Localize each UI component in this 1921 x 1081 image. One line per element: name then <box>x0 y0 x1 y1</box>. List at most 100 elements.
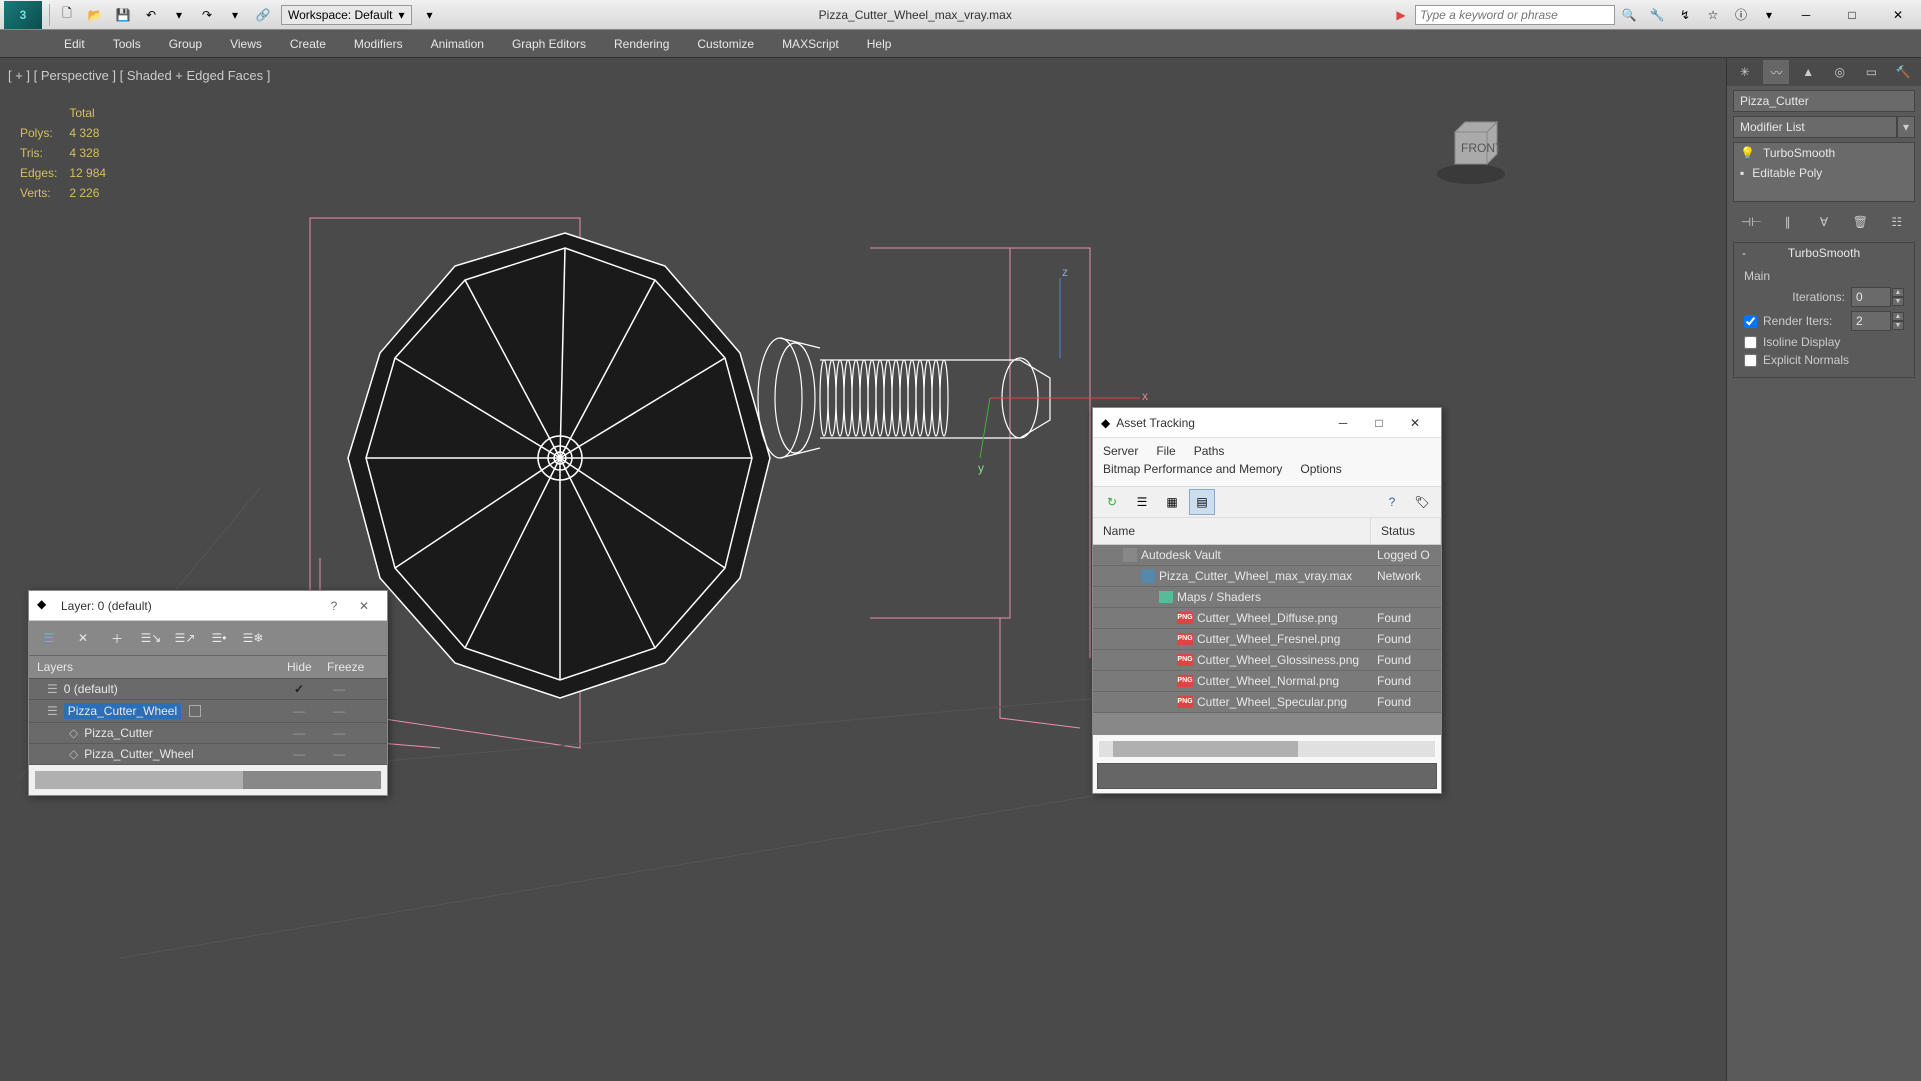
col-freeze[interactable]: Freeze <box>319 656 369 678</box>
maximize-button[interactable]: □ <box>1829 0 1875 30</box>
rollout-header[interactable]: TurboSmooth <box>1734 243 1914 263</box>
link-icon[interactable]: 🔗 <box>250 2 276 28</box>
menu-create[interactable]: Create <box>276 33 340 55</box>
explicit-checkbox[interactable] <box>1744 354 1757 367</box>
freeze-toggle[interactable]: — <box>333 747 345 761</box>
minimize-button[interactable]: ─ <box>1783 0 1829 30</box>
help-button[interactable]: ? <box>319 599 349 613</box>
asset-tracking-dialog[interactable]: ◆ Asset Tracking ─ □ ✕ Server File Paths… <box>1092 407 1442 794</box>
asset-row[interactable]: PNGCutter_Wheel_Specular.pngFound <box>1093 692 1441 713</box>
workspace-selector[interactable]: Workspace: Default ▾ <box>281 5 412 25</box>
make-unique-icon[interactable]: ∀ <box>1812 210 1836 234</box>
render-iters-spinner[interactable]: ▲▼ <box>1851 311 1904 331</box>
new-file-icon[interactable]: 🗋 <box>54 2 80 28</box>
asset-scrollbar[interactable] <box>1099 741 1435 757</box>
workspace-more-icon[interactable]: ▾ <box>417 2 443 28</box>
table-icon[interactable]: ▤ <box>1189 489 1215 515</box>
asset-row[interactable]: PNGCutter_Wheel_Diffuse.pngFound <box>1093 608 1441 629</box>
layer-row[interactable]: ◇Pizza_Cutter_Wheel—— <box>29 744 387 765</box>
isoline-checkbox[interactable] <box>1744 336 1757 349</box>
hide-toggle[interactable]: — <box>293 726 305 740</box>
close-button[interactable]: ✕ <box>349 599 379 613</box>
menu-animation[interactable]: Animation <box>417 33 498 55</box>
favorite-icon[interactable]: ☆ <box>1700 2 1726 28</box>
remove-mod-icon[interactable]: 🗑 <box>1848 210 1872 234</box>
layer-row[interactable]: ◇Pizza_Cutter—— <box>29 723 387 744</box>
close-button[interactable]: ✕ <box>1397 416 1433 430</box>
create-tab-icon[interactable]: ✳ <box>1732 60 1758 84</box>
pin-stack-icon[interactable]: ⊣⊢ <box>1739 210 1763 234</box>
tool-2-icon[interactable]: ↯ <box>1672 2 1698 28</box>
menu-views[interactable]: Views <box>216 33 276 55</box>
menu-paths[interactable]: Paths <box>1194 444 1225 458</box>
add-to-layer-icon[interactable]: ＋ <box>105 626 129 650</box>
spin-up-icon[interactable]: ▲ <box>1892 288 1904 297</box>
configure-icon[interactable]: ☷ <box>1885 210 1909 234</box>
col-status[interactable]: Status <box>1371 518 1441 544</box>
list-icon[interactable]: ☰ <box>1129 489 1155 515</box>
hide-toggle[interactable]: — <box>293 747 305 761</box>
freeze-toggle[interactable]: — <box>333 682 345 696</box>
modify-tab-icon[interactable]: 〰 <box>1763 60 1789 84</box>
tag-icon[interactable]: 🏷 <box>1409 489 1435 515</box>
display-tab-icon[interactable]: ▭ <box>1858 60 1884 84</box>
spin-down-icon[interactable]: ▼ <box>1892 297 1904 306</box>
modifier-stack[interactable]: 💡TurboSmooth ▪Editable Poly <box>1733 142 1915 202</box>
menu-tools[interactable]: Tools <box>99 33 155 55</box>
asset-row[interactable]: Autodesk VaultLogged O <box>1093 545 1441 566</box>
open-file-icon[interactable]: 📂 <box>82 2 108 28</box>
hide-toggle[interactable]: — <box>293 704 305 718</box>
menu-server[interactable]: Server <box>1103 444 1138 458</box>
menu-help[interactable]: Help <box>853 33 906 55</box>
layer-dialog[interactable]: ◆ Layer: 0 (default) ? ✕ ☰ ✕ ＋ ☰↘ ☰↗ ☰• … <box>28 590 388 796</box>
refresh-icon[interactable]: ↻ <box>1099 489 1125 515</box>
asset-row[interactable]: Maps / Shaders <box>1093 587 1441 608</box>
new-layer-icon[interactable]: ☰ <box>37 626 61 650</box>
freeze-layer-icon[interactable]: ☰❄ <box>241 626 265 650</box>
col-hide[interactable]: Hide <box>279 656 319 678</box>
tree-icon[interactable]: ▦ <box>1159 489 1185 515</box>
menu-customize[interactable]: Customize <box>683 33 768 55</box>
menu-bitmap[interactable]: Bitmap Performance and Memory <box>1103 462 1282 476</box>
menu-grapheditors[interactable]: Graph Editors <box>498 33 600 55</box>
motion-tab-icon[interactable]: ◎ <box>1827 60 1853 84</box>
help-icon[interactable]: ⓘ <box>1728 2 1754 28</box>
menu-modifiers[interactable]: Modifiers <box>340 33 417 55</box>
help-icon[interactable]: ? <box>1379 489 1405 515</box>
freeze-toggle[interactable]: — <box>333 704 345 718</box>
help-drop-icon[interactable]: ▾ <box>1756 2 1782 28</box>
close-button[interactable]: ✕ <box>1875 0 1921 30</box>
col-name[interactable]: Name <box>1093 518 1371 544</box>
select-layer-icon[interactable]: ☰↘ <box>139 626 163 650</box>
search-input[interactable] <box>1420 8 1610 22</box>
delete-layer-icon[interactable]: ✕ <box>71 626 95 650</box>
layer-row[interactable]: ☰0 (default)✓— <box>29 679 387 700</box>
search-icon[interactable]: 🔍 <box>1616 2 1642 28</box>
modifier-list-drop-icon[interactable]: ▾ <box>1897 116 1915 138</box>
undo-icon[interactable]: ↶ <box>138 2 164 28</box>
col-layers[interactable]: Layers <box>29 656 279 678</box>
render-iters-input[interactable] <box>1851 311 1891 331</box>
menu-group[interactable]: Group <box>155 33 216 55</box>
render-iters-checkbox[interactable] <box>1744 315 1757 328</box>
freeze-toggle[interactable]: — <box>333 726 345 740</box>
menu-maxscript[interactable]: MAXScript <box>768 33 853 55</box>
menu-rendering[interactable]: Rendering <box>600 33 683 55</box>
viewcube[interactable]: FRONT <box>1431 108 1511 188</box>
show-end-icon[interactable]: ∥ <box>1776 210 1800 234</box>
search-box[interactable] <box>1415 5 1615 25</box>
stack-item[interactable]: 💡TurboSmooth <box>1734 143 1914 163</box>
asset-row[interactable]: PNGCutter_Wheel_Fresnel.pngFound <box>1093 629 1441 650</box>
record-icon[interactable]: ▶ <box>1388 2 1414 28</box>
spin-up-icon[interactable]: ▲ <box>1892 312 1904 321</box>
hierarchy-tab-icon[interactable]: ▲ <box>1795 60 1821 84</box>
highlight-layer-icon[interactable]: ☰↗ <box>173 626 197 650</box>
layer-row[interactable]: ☰Pizza_Cutter_Wheel—— <box>29 700 387 723</box>
viewport[interactable]: [ + ] [ Perspective ] [ Shaded + Edged F… <box>0 58 1726 1081</box>
redo-icon[interactable]: ↷ <box>194 2 220 28</box>
menu-edit[interactable]: Edit <box>50 33 99 55</box>
undo-drop-icon[interactable]: ▾ <box>166 2 192 28</box>
iterations-spinner[interactable]: ▲▼ <box>1851 287 1904 307</box>
menu-options[interactable]: Options <box>1300 462 1341 476</box>
app-logo[interactable]: 3 <box>4 1 42 29</box>
